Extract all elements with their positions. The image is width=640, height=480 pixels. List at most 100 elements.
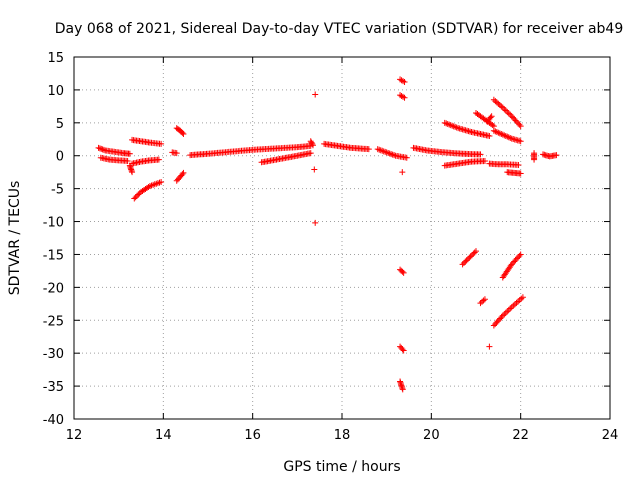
chart-title: Day 068 of 2021, Sidereal Day-to-day VTE… bbox=[55, 21, 624, 37]
series-track-ad bbox=[486, 160, 522, 168]
data-point bbox=[508, 113, 515, 120]
axis-ticks: 12 14 16 18 20 22 24 15 10 5 0 -5 -10 -15 -20 -25 -30 -35… bbox=[43, 51, 619, 443]
data-point bbox=[444, 120, 451, 127]
data-point bbox=[493, 319, 500, 326]
data-point bbox=[490, 322, 497, 329]
data-point bbox=[308, 139, 315, 146]
y-tick-label: -30 bbox=[43, 347, 64, 362]
data-point bbox=[453, 124, 460, 131]
data-point bbox=[443, 120, 450, 127]
data-point bbox=[365, 146, 372, 153]
data-point bbox=[504, 133, 511, 140]
data-point bbox=[99, 146, 106, 153]
x-tick-label: 22 bbox=[512, 428, 529, 443]
data-point bbox=[379, 147, 386, 154]
series-track-ah bbox=[477, 296, 488, 307]
data-point bbox=[516, 297, 523, 304]
data-point bbox=[515, 298, 522, 305]
series-track-r bbox=[397, 76, 408, 86]
data-point bbox=[401, 94, 408, 101]
data-point bbox=[499, 312, 506, 319]
data-point bbox=[511, 258, 518, 265]
data-point bbox=[388, 151, 395, 158]
series-track-o bbox=[312, 219, 319, 226]
data-point bbox=[312, 91, 319, 98]
data-point bbox=[401, 79, 408, 86]
data-point bbox=[135, 191, 142, 198]
y-tick-label: -10 bbox=[43, 216, 64, 231]
series-track-q bbox=[374, 146, 410, 161]
data-point bbox=[495, 129, 502, 136]
data-point bbox=[467, 253, 474, 260]
data-point bbox=[173, 150, 180, 157]
data-point bbox=[400, 269, 407, 276]
data-point bbox=[515, 120, 522, 127]
data-point bbox=[499, 131, 506, 138]
y-tick-label: -40 bbox=[43, 413, 64, 428]
data-point bbox=[460, 260, 467, 267]
data-point bbox=[470, 250, 477, 257]
x-axis-label: GPS time / hours bbox=[283, 459, 400, 475]
data-point bbox=[464, 256, 471, 263]
y-tick-label: -25 bbox=[43, 314, 64, 329]
data-point bbox=[501, 132, 508, 139]
data-point bbox=[504, 308, 511, 315]
data-point bbox=[478, 298, 485, 305]
series-track-ab bbox=[490, 96, 524, 130]
data-point bbox=[179, 171, 186, 178]
data-point bbox=[95, 144, 102, 151]
data-point bbox=[498, 103, 505, 110]
series-track-u bbox=[397, 266, 407, 276]
y-axis-label: SDTVAR / TECUs bbox=[7, 181, 23, 296]
data-point bbox=[511, 116, 518, 123]
data-point bbox=[492, 128, 499, 135]
data-point bbox=[504, 108, 511, 115]
data-point bbox=[311, 166, 318, 173]
data-point bbox=[132, 194, 139, 201]
data-point bbox=[466, 254, 473, 261]
grid-lines bbox=[74, 57, 610, 419]
data-point bbox=[131, 195, 138, 202]
data-point bbox=[391, 152, 398, 159]
data-point bbox=[377, 147, 384, 154]
series-track-k bbox=[258, 150, 314, 166]
series-track-p bbox=[321, 140, 372, 153]
data-point bbox=[507, 111, 514, 118]
data-point bbox=[490, 127, 497, 134]
data-point bbox=[399, 169, 406, 176]
series-track-s bbox=[397, 92, 408, 101]
data-point bbox=[505, 306, 512, 313]
y-tick-label: -20 bbox=[43, 281, 64, 296]
data-point bbox=[512, 117, 519, 124]
y-tick-label: 0 bbox=[56, 150, 64, 165]
data-point bbox=[510, 259, 517, 266]
x-tick-label: 18 bbox=[334, 428, 351, 443]
data-point bbox=[459, 261, 466, 268]
data-point bbox=[496, 130, 503, 137]
series-track-d bbox=[129, 136, 165, 147]
data-point bbox=[517, 251, 524, 258]
data-point bbox=[180, 169, 187, 176]
data-point bbox=[446, 121, 453, 128]
data-point bbox=[471, 249, 478, 256]
x-tick-label: 24 bbox=[602, 428, 619, 443]
series-track-x bbox=[410, 144, 484, 158]
data-point bbox=[493, 129, 500, 136]
data-point bbox=[493, 99, 500, 106]
series-track-b bbox=[97, 154, 131, 164]
x-tick-label: 12 bbox=[66, 428, 83, 443]
data-point bbox=[510, 302, 517, 309]
data-point bbox=[463, 257, 470, 264]
data-point bbox=[513, 255, 520, 262]
data-point bbox=[312, 219, 319, 226]
data-point bbox=[498, 314, 505, 321]
data-point bbox=[96, 145, 103, 152]
data-point bbox=[494, 318, 501, 325]
data-point bbox=[383, 149, 390, 156]
data-point bbox=[450, 123, 457, 130]
data-point bbox=[399, 386, 406, 393]
data-point bbox=[158, 140, 165, 147]
data-point bbox=[158, 179, 165, 186]
data-point bbox=[501, 311, 508, 318]
data-point bbox=[499, 104, 506, 111]
